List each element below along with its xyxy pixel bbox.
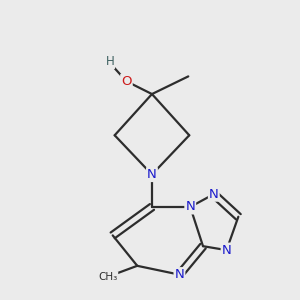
Text: N: N — [175, 268, 184, 281]
Text: O: O — [121, 75, 132, 88]
Text: N: N — [209, 188, 219, 201]
Text: H: H — [105, 55, 114, 68]
Text: N: N — [147, 168, 157, 181]
Text: N: N — [185, 200, 195, 213]
Text: CH₃: CH₃ — [98, 272, 117, 282]
Text: N: N — [222, 244, 231, 256]
